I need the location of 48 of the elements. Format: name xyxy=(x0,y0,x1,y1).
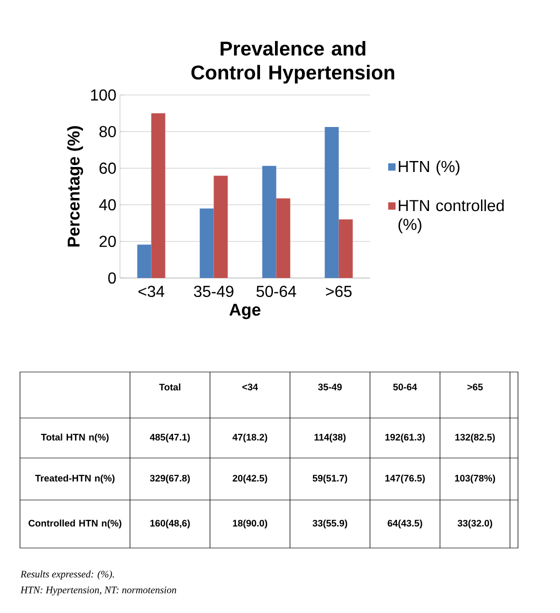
text: 329(67.8) xyxy=(150,474,190,484)
text: 47(18.2) xyxy=(232,434,268,442)
x-tick-label: 35-49 xyxy=(194,286,234,298)
text: 59(51.7) xyxy=(312,474,348,484)
legend-label: HTN controlled (%) xyxy=(398,199,504,234)
text: 132(82.5) xyxy=(455,434,495,442)
text: Total xyxy=(159,384,180,390)
text: 20(42.5) xyxy=(232,474,268,484)
y-axis-title: Percentage (%) xyxy=(67,126,84,247)
text: <34 xyxy=(242,384,258,390)
bar xyxy=(276,198,290,278)
text: Results expressed: (%). xyxy=(20,570,114,580)
text: HTN: Hypertension, NT: normotension xyxy=(20,586,176,596)
text: 114(38) xyxy=(314,434,346,442)
text: 35-49 xyxy=(318,384,342,390)
y-tick-label: 60 xyxy=(100,162,116,174)
text: 64(43.5) xyxy=(388,520,422,528)
text: Controlled HTN n(%) xyxy=(28,520,122,528)
bar xyxy=(324,127,339,278)
y-tick-label: 80 xyxy=(99,126,116,138)
text: Treated-HTN n(%) xyxy=(35,474,114,484)
x-axis-title: Age xyxy=(229,304,260,320)
legend-label: HTN (%) xyxy=(398,160,460,176)
x-tick-label: 50-64 xyxy=(256,286,296,298)
text: Total HTN n(%) xyxy=(41,434,109,442)
text: 18(90.0) xyxy=(232,520,268,528)
y-tick-label: 40 xyxy=(99,199,116,210)
text: 50-64 xyxy=(393,384,418,390)
bar xyxy=(214,176,228,278)
text: >65 xyxy=(467,384,483,390)
text: 485(47.1) xyxy=(150,434,190,442)
y-tick-label: 20 xyxy=(100,236,116,248)
chart-title: Prevalence and Control Hypertension xyxy=(191,41,394,84)
bar xyxy=(262,166,276,278)
bar xyxy=(338,219,353,278)
x-tick-label: >65 xyxy=(326,286,352,298)
text: 33(32.0) xyxy=(458,520,492,528)
y-tick-label: 0 xyxy=(108,272,116,284)
bar xyxy=(137,244,152,278)
y-tick-label: 100 xyxy=(91,89,116,101)
text: 147(76.5) xyxy=(385,474,425,484)
text: 192(61.3) xyxy=(385,434,425,442)
text: 33(55.9) xyxy=(312,520,348,528)
text: 103(78%) xyxy=(455,474,496,484)
text: 160(48,6) xyxy=(150,520,190,528)
bar xyxy=(200,208,214,278)
x-tick-label: <34 xyxy=(138,286,164,298)
bar xyxy=(151,113,166,278)
